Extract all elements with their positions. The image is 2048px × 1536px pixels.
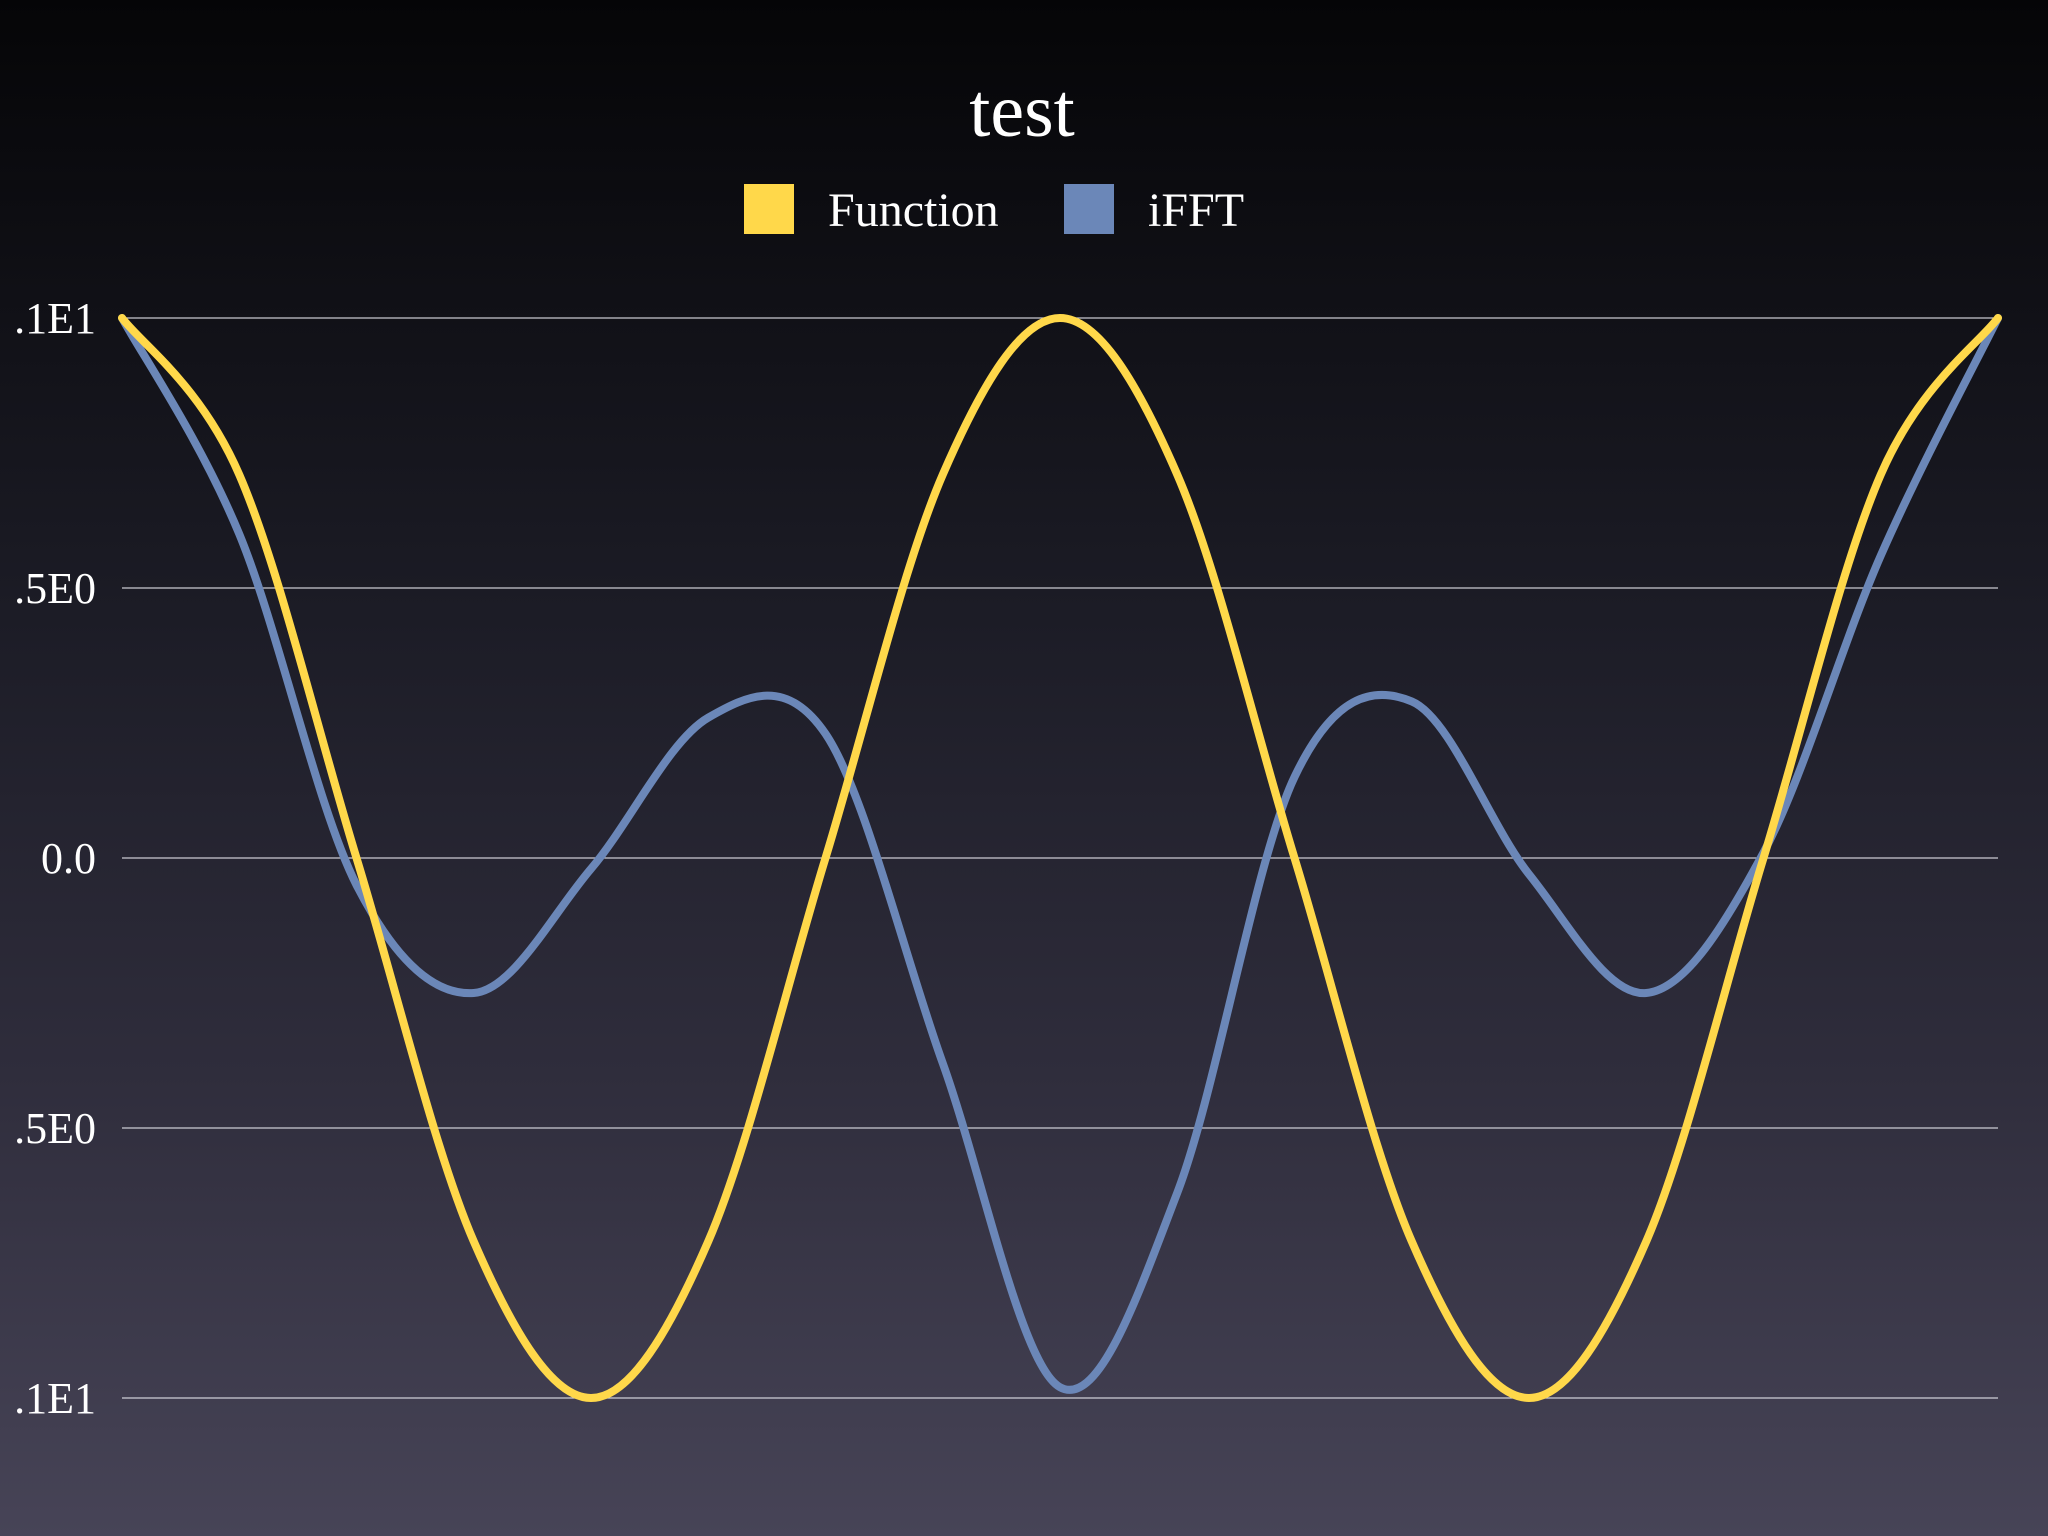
- series-line-function: [118, 314, 2002, 1402]
- legend-label-ifft: iFFT: [1148, 184, 1244, 237]
- y-tick-label: .5E0: [14, 564, 96, 613]
- legend-item-ifft: iFFT: [1064, 184, 1244, 237]
- y-axis-tick-labels: .1E1 .5E0 0.0 .5E0 .1E1: [14, 294, 96, 1423]
- chart-title: test: [969, 69, 1075, 153]
- series-lines: [118, 314, 2002, 1402]
- legend: Function iFFT: [744, 184, 1244, 237]
- legend-swatch-ifft: [1064, 184, 1114, 234]
- legend-item-function: Function: [744, 184, 999, 237]
- y-tick-label: .1E1: [14, 1374, 96, 1423]
- y-tick-label: 0.0: [41, 834, 96, 883]
- y-tick-label: .1E1: [14, 294, 96, 343]
- legend-swatch-function: [744, 184, 794, 234]
- legend-label-function: Function: [828, 184, 999, 237]
- y-tick-label: .5E0: [14, 1104, 96, 1153]
- gridlines: [122, 317, 1998, 1399]
- series-line-ifft: [118, 314, 2002, 1394]
